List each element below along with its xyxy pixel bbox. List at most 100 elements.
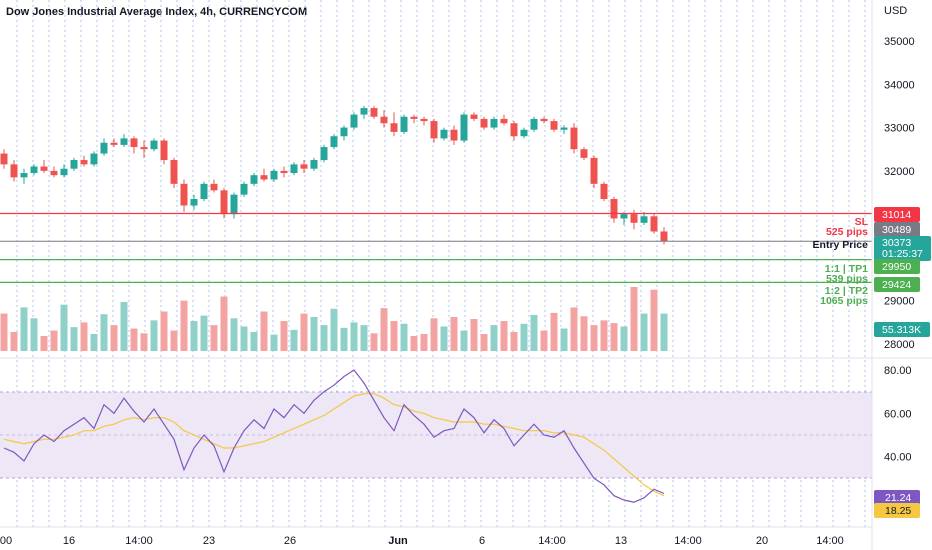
volume-bar [340,327,348,351]
candle [150,138,158,152]
candle [600,181,608,202]
candle [470,112,478,122]
volume-bar [610,323,618,351]
volume-bar [430,318,438,351]
time-tick-label: 20 [756,535,768,547]
candle [290,162,298,176]
volume-bar [500,321,508,351]
candle [450,125,458,145]
price-tick-label: 35000 [884,36,915,48]
volume-bar [260,311,268,351]
entry-label: Entry Price [813,239,869,251]
volume-bar [250,331,258,351]
candle [210,179,218,193]
volume-bar [660,313,668,351]
candle [480,116,488,130]
candle [170,157,178,189]
time-tick-label: 00 [0,535,12,547]
candle [500,114,508,126]
candle [580,147,588,161]
candle [650,214,658,234]
volume-bar [630,287,638,351]
rsi-line [3,369,665,503]
volume-bar [210,325,218,351]
candle [180,179,188,212]
volume-bar [120,301,128,351]
candle [0,149,8,169]
volume-bar [490,325,498,351]
candle [140,140,148,158]
candle [400,114,408,135]
candle [590,155,598,189]
candle [390,112,398,137]
rsi-ma-badge: 18.25 [874,503,920,518]
candle [80,155,88,167]
candle [490,116,498,130]
candle [10,160,18,182]
volume-bar [0,313,8,351]
candle [130,136,138,154]
sl-label: SL [855,216,869,228]
price-tick-label: 29000 [884,296,915,308]
price-axis: 3500034000330003200031000300002900028000 [884,36,915,351]
time-tick-label: 6 [479,535,485,547]
volume-bar [480,333,488,351]
time-tick-label: 16 [63,535,75,547]
candle [200,181,208,202]
volume-bar [380,308,388,351]
volume-bar [130,328,138,351]
candle [280,166,288,178]
candles [0,105,668,245]
volume-bar [590,325,598,351]
volume-bar [280,321,288,351]
candle [370,105,378,119]
volume-bar [320,325,328,351]
candle [350,112,358,130]
volume-bars [0,287,668,351]
volume-bar [600,320,608,351]
volume-bar [80,322,88,351]
volume-bar [620,326,628,351]
candle [330,134,338,150]
svg-text:30489: 30489 [882,224,911,236]
volume-bar [580,316,588,351]
candle [40,160,48,174]
rsi-ma-line [3,393,665,497]
volume-bar [220,296,228,351]
volume-bar [110,325,118,351]
volume-bar [370,333,378,351]
volume-bar [570,307,578,351]
volume-bar [290,329,298,351]
tp2-pips: 1065 pips [820,295,868,307]
volume-bar [350,322,358,351]
volume-badge: 55.313K [874,322,930,337]
candle [630,209,638,230]
candle [110,138,118,148]
volume-bar [150,320,158,351]
time-tick-label: 14:00 [674,535,702,547]
candle [440,127,448,141]
tp2-label: 1:2 | TP2 [825,285,868,297]
candle [260,168,268,182]
volume-bar [560,328,568,351]
volume-bar [310,316,318,351]
candle [560,125,568,135]
price-tick-label: 34000 [884,79,915,91]
time-tick-label: 14:00 [538,535,566,547]
candle [570,123,578,154]
time-tick-label: 14:00 [816,535,844,547]
candle [190,194,198,210]
volume-bar [520,323,528,351]
volume-bar [470,319,478,351]
candle [90,151,98,167]
candle [340,125,348,141]
time-tick-label: Jun [388,535,408,547]
price-tick-label: 33000 [884,123,915,135]
candle [540,116,548,124]
volume-bar [510,331,518,351]
time-tick-label: 14:00 [125,535,153,547]
tp2-badge: 29424 [874,277,920,292]
volume-bar [160,311,168,351]
entry-badge: 30373 01:25:37 [874,236,931,261]
